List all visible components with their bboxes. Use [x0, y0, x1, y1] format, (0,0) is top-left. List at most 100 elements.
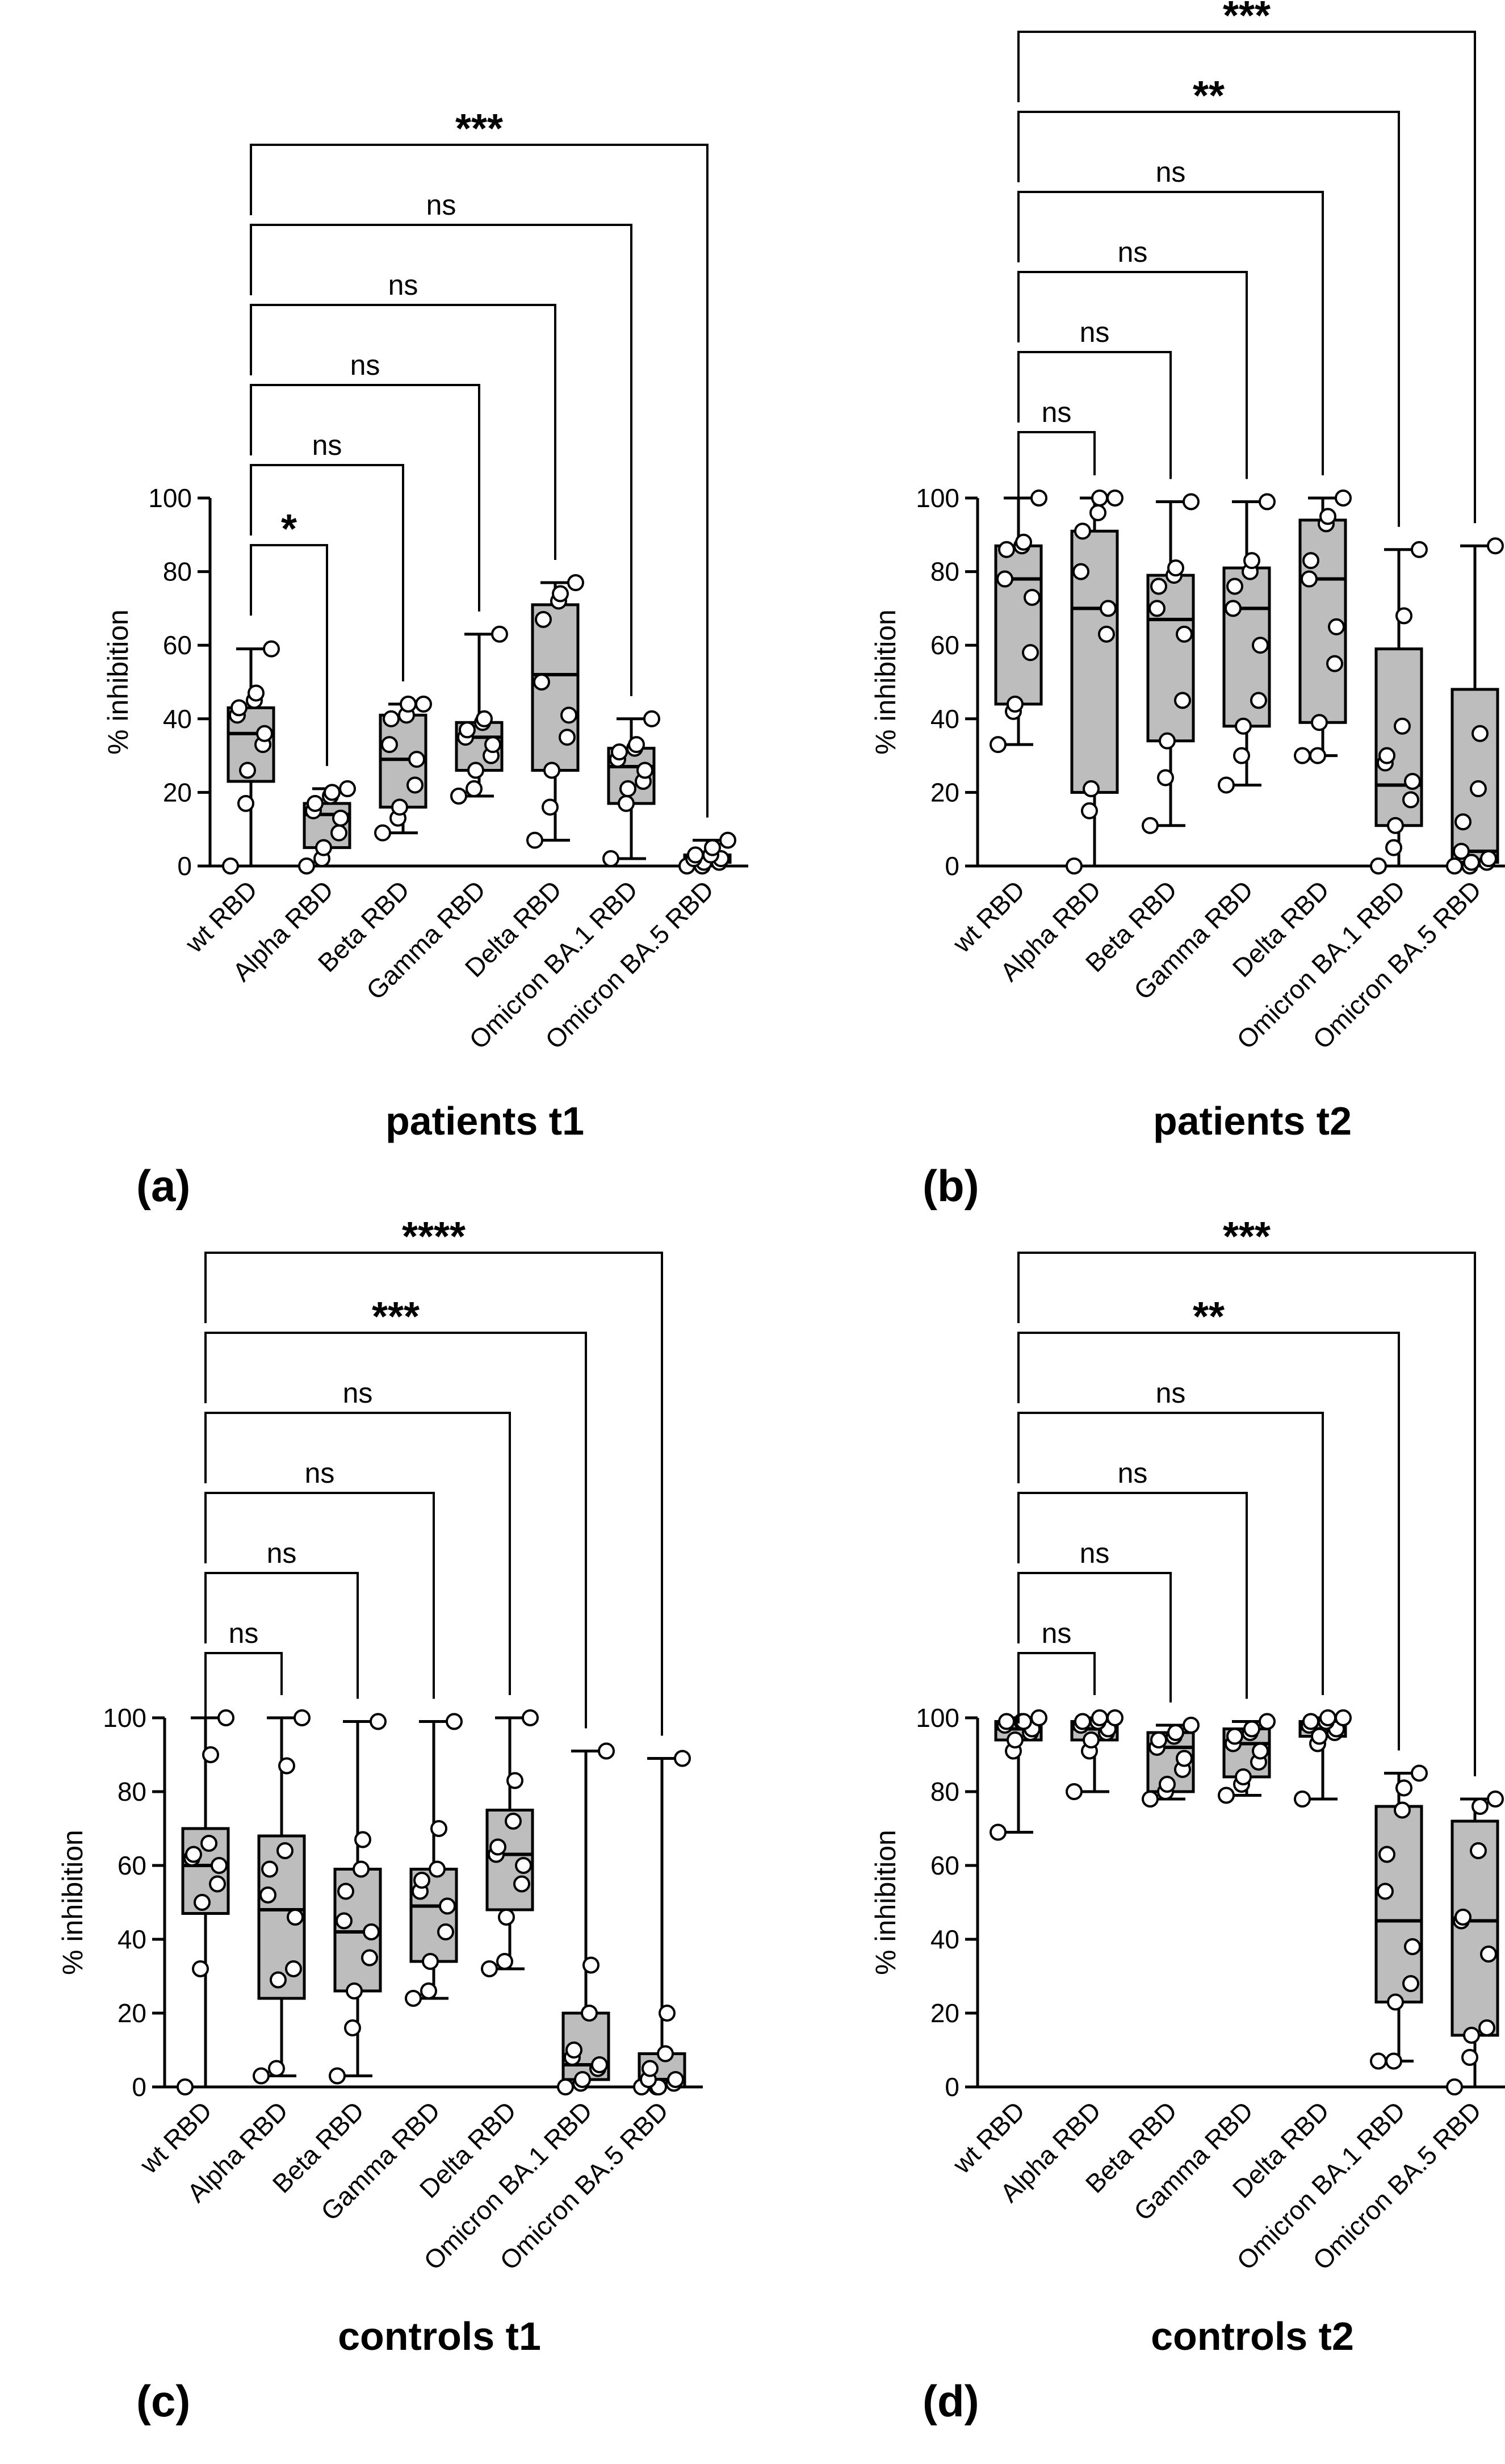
significance-label: ns	[1042, 396, 1072, 428]
data-point	[1378, 1846, 1395, 1863]
y-axis-title: % inhibition	[870, 1830, 902, 1975]
data-point	[1259, 493, 1276, 511]
data-point	[1083, 1731, 1100, 1748]
data-point	[185, 1846, 202, 1863]
data-point	[422, 1953, 439, 1970]
data-point	[230, 699, 248, 717]
data-point	[659, 2005, 676, 2022]
panel-title: controls t2	[1151, 2314, 1354, 2358]
significance-label: ns	[1118, 1457, 1148, 1489]
data-point	[332, 809, 349, 827]
significance-label: ns	[229, 1617, 259, 1649]
box-plot-6	[1370, 1764, 1428, 2070]
data-point	[1294, 1791, 1311, 1808]
data-point	[248, 684, 265, 702]
comparison-bracket	[1017, 271, 1248, 479]
data-point	[446, 1713, 463, 1730]
y-tick-label: 100	[148, 483, 192, 513]
data-point	[1167, 559, 1184, 577]
comparison-bracket	[1017, 111, 1400, 527]
data-point	[1446, 2078, 1463, 2095]
significance-label: ns	[1080, 1537, 1110, 1569]
data-point	[354, 1831, 371, 1848]
data-point	[643, 710, 660, 727]
box-plot-3	[374, 695, 432, 842]
data-point	[1015, 533, 1032, 551]
data-point	[543, 762, 560, 779]
comparison-bracket	[1017, 1652, 1096, 1723]
data-point	[1411, 541, 1428, 558]
data-point	[1370, 2052, 1387, 2070]
significance-label: ***	[1223, 1214, 1271, 1260]
box-plot-2	[253, 1709, 311, 2085]
y-tick-label: 60	[163, 630, 192, 660]
data-point	[259, 1886, 276, 1904]
data-point	[1148, 600, 1166, 617]
significance-label: ns	[1042, 1617, 1072, 1649]
data-point	[481, 1960, 498, 1977]
data-point	[1089, 504, 1106, 521]
data-point	[1218, 1787, 1235, 1804]
data-point	[1311, 1727, 1328, 1745]
data-point	[1402, 1975, 1419, 1992]
data-point	[1326, 655, 1343, 672]
data-point	[1159, 732, 1176, 750]
significance-label: ns	[267, 1537, 297, 1569]
y-tick-label: 100	[103, 1703, 146, 1733]
data-point	[1319, 508, 1336, 525]
data-point	[276, 1842, 294, 1859]
data-point	[1394, 717, 1411, 735]
data-point	[192, 1960, 209, 1977]
data-point	[565, 2042, 582, 2059]
data-point	[1233, 747, 1250, 764]
box-plot-6	[557, 1742, 615, 2095]
panel-letter: (d)	[923, 2376, 979, 2426]
y-tick-label: 80	[163, 557, 192, 587]
data-point	[405, 1990, 422, 2007]
data-point	[1411, 1764, 1428, 1782]
y-tick-label: 40	[930, 704, 959, 734]
data-point	[415, 695, 432, 713]
data-point	[1022, 644, 1039, 662]
data-point	[1142, 817, 1159, 834]
data-point	[383, 710, 400, 727]
box-plot-2	[1066, 1709, 1123, 1800]
comparison-bracket	[250, 304, 556, 560]
y-axis-title: % inhibition	[870, 609, 902, 755]
data-point	[270, 1971, 287, 1989]
data-point	[1404, 772, 1421, 790]
box-plot-7	[1446, 1791, 1504, 2095]
data-point	[1091, 1709, 1108, 1726]
data-point	[263, 640, 280, 658]
comparison-bracket	[1017, 1572, 1172, 1702]
data-point	[330, 824, 347, 842]
data-point	[194, 1894, 211, 1911]
y-tick-label: 80	[930, 557, 959, 587]
data-point	[476, 710, 493, 727]
data-point	[307, 794, 324, 812]
box-plot-4	[450, 625, 508, 805]
comparison-bracket	[204, 1572, 359, 1699]
box-plot-6	[1370, 541, 1428, 875]
data-point	[1259, 1713, 1276, 1730]
data-point	[1472, 725, 1489, 742]
data-point	[996, 570, 1013, 588]
data-point	[285, 1960, 302, 1977]
y-tick-label: 0	[177, 851, 192, 881]
data-point	[1074, 1713, 1091, 1730]
significance-label: ns	[1156, 1377, 1186, 1409]
box-plot-3	[1142, 493, 1200, 834]
comparison-bracket	[1017, 191, 1324, 475]
data-point	[1015, 1713, 1032, 1730]
panel-title: patients t2	[1153, 1099, 1352, 1143]
data-point	[315, 839, 332, 856]
data-point	[1394, 1801, 1411, 1819]
y-tick-label: 100	[916, 1703, 959, 1733]
data-point	[542, 798, 559, 816]
y-tick-label: 60	[930, 630, 959, 660]
data-point	[1302, 552, 1319, 570]
data-point	[998, 1713, 1015, 1730]
data-point	[559, 729, 576, 746]
data-point	[1243, 1720, 1260, 1738]
